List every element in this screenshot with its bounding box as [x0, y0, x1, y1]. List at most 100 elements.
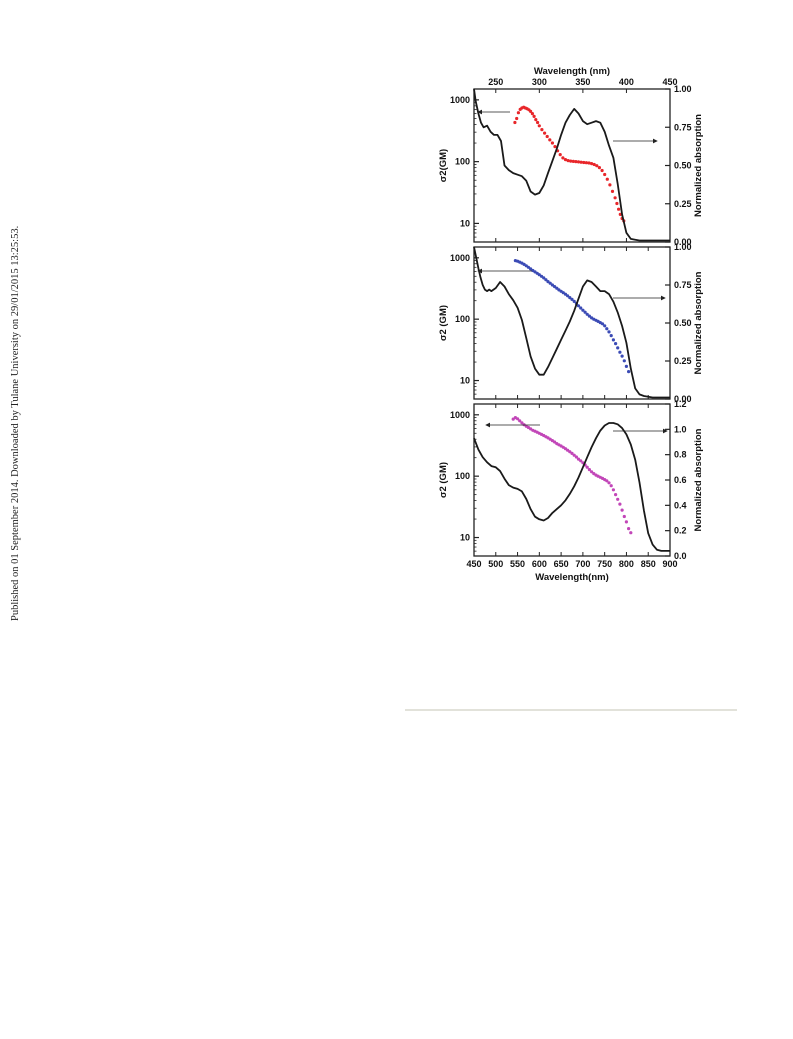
left-axis-title: σ2 (GM) [438, 462, 449, 498]
data-point [585, 465, 589, 469]
left-tick-label: 10 [460, 533, 470, 543]
data-point [624, 364, 629, 368]
bottom-x-tick-label: 900 [662, 559, 677, 569]
data-point [553, 285, 557, 289]
right-tick-label: 1.0 [674, 424, 687, 434]
data-point [574, 160, 578, 164]
data-point [542, 276, 546, 280]
data-point [537, 124, 541, 128]
bottom-x-tick-label: 650 [554, 559, 569, 569]
data-point [611, 338, 616, 342]
data-point [568, 450, 572, 454]
data-point [581, 308, 585, 312]
right-tick-label: 0.0 [674, 551, 687, 561]
absorption-line [473, 88, 670, 242]
data-point [620, 508, 624, 512]
right-tick-label: 0.25 [674, 199, 692, 209]
data-point [529, 267, 533, 271]
right-tick-label: 0.4 [674, 500, 687, 510]
data-point [536, 120, 540, 125]
data-point [615, 201, 619, 206]
data-point [548, 138, 552, 142]
data-point [569, 159, 573, 163]
data-point [572, 453, 576, 457]
data-point [590, 470, 594, 474]
panel-bottom: 450 500 550 600 650 700 750 800 850 900 Wavelength… [438, 399, 704, 583]
bottom-x-tick-label: 750 [597, 559, 612, 569]
data-point [605, 177, 609, 181]
bottom-x-axis-title: Wavelength(nm) [535, 572, 609, 583]
right-tick-label: 0.50 [674, 318, 692, 328]
data-point [566, 159, 570, 163]
data-point [620, 354, 624, 358]
side-note-text: Published on 01 September 2014. Download… [10, 226, 21, 621]
absorption-line [473, 422, 670, 552]
data-point [603, 324, 607, 328]
right-axis-title: Normalized absorption [693, 271, 704, 374]
right-tick-label: 0.75 [674, 122, 692, 132]
data-point [607, 481, 611, 485]
plot-frame [473, 246, 671, 400]
data-point [558, 153, 562, 157]
bottom-x-tick-label: 850 [641, 559, 656, 569]
data-point [516, 111, 521, 115]
data-point [583, 310, 587, 314]
data-point [545, 134, 549, 139]
right-tick-label: 1.00 [674, 84, 692, 94]
data-point [609, 484, 613, 488]
data-point [609, 334, 613, 338]
data-point [579, 306, 583, 310]
data-point [614, 342, 618, 346]
data-point [587, 314, 592, 318]
left-tick-label: 100 [455, 471, 470, 481]
top-x-tick-label: 350 [575, 77, 590, 87]
left-tick-label: 10 [460, 376, 470, 386]
data-point [518, 419, 522, 423]
data-point [572, 299, 576, 303]
left-tick-label: 100 [455, 314, 470, 324]
data-point [576, 457, 581, 461]
right-tick-label: 0.00 [674, 237, 692, 247]
left-tick-label: 1000 [450, 95, 470, 105]
data-point [616, 497, 620, 501]
plot-frame [473, 403, 671, 557]
data-point [550, 141, 555, 145]
right-tick-label: 1.2 [674, 399, 687, 409]
data-point [576, 304, 581, 308]
data-point [618, 350, 622, 354]
data-point [546, 280, 550, 284]
data-point [571, 159, 575, 163]
data-point [616, 346, 620, 350]
panel-top: 250 300 350 400 450 Wavelength (nm) 10 100 1000 σ… [438, 66, 704, 247]
left-axis-title: σ2(GM) [438, 149, 449, 182]
data-point [605, 479, 609, 483]
data-point [587, 468, 592, 472]
data-point [570, 451, 574, 455]
data-point [618, 502, 622, 506]
data-point [537, 273, 541, 277]
data-point [529, 109, 533, 113]
data-point [613, 196, 617, 200]
data-point [548, 281, 552, 285]
data-point [592, 162, 596, 167]
data-point [595, 164, 599, 168]
data-point [568, 296, 572, 300]
right-tick-label: 0.2 [674, 526, 687, 536]
data-point [553, 145, 557, 149]
data-point [579, 459, 583, 463]
data-point [585, 312, 589, 316]
data-point [607, 330, 611, 334]
right-axis-title: Normalized absorption [693, 114, 704, 217]
bottom-x-tick-label: 550 [510, 559, 525, 569]
top-x-tick-label: 250 [488, 77, 503, 87]
right-tick-label: 1.00 [674, 242, 692, 252]
bottom-x-tick-label: 700 [575, 559, 590, 569]
data-point [611, 488, 616, 492]
data-point [624, 520, 629, 524]
right-tick-label: 0.25 [674, 356, 692, 366]
left-tick-label: 1000 [450, 253, 470, 263]
data-point [617, 207, 621, 211]
data-point [597, 166, 602, 170]
data-point [622, 359, 626, 363]
top-x-axis-title: Wavelength (nm) [534, 66, 610, 77]
